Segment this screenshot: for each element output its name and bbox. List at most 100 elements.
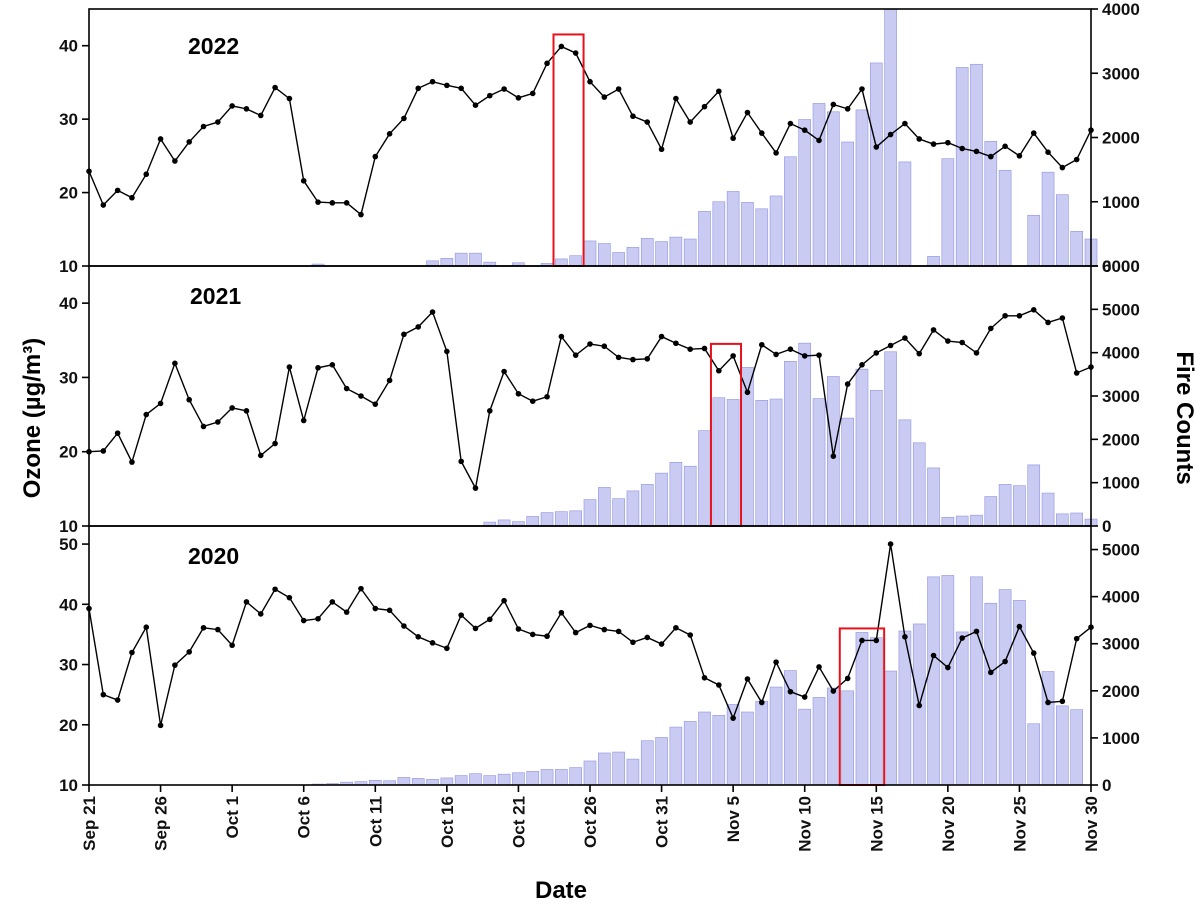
fire-tick-label: 3000 (1102, 387, 1140, 406)
ozone-point (601, 626, 608, 633)
fire-bar (640, 238, 654, 267)
ozone-point (415, 634, 422, 640)
ozone-point (887, 541, 894, 547)
x-tick-label: Oct 6 (295, 796, 314, 839)
ozone-point (243, 106, 250, 112)
ozone-point (215, 119, 221, 125)
ozone-point (100, 202, 107, 208)
ozone-point (429, 78, 436, 85)
fire-bar (669, 726, 683, 786)
fire-bar (683, 238, 697, 267)
fire-bar (784, 156, 797, 267)
fire-bar (540, 512, 554, 527)
ozone-point (644, 119, 651, 125)
fire-bar (755, 400, 769, 527)
ozone-point (458, 85, 464, 92)
x-tick-label: Nov 5 (724, 796, 743, 842)
ozone-point (257, 112, 264, 119)
ozone-point (129, 194, 135, 201)
fire-bar (998, 484, 1012, 527)
ozone-point (487, 408, 493, 414)
fire-bar (798, 119, 812, 267)
fire-bar (798, 342, 812, 527)
fire-bar (812, 398, 826, 527)
ozone-point (1059, 164, 1066, 171)
ozone-tick-label: 40 (59, 37, 78, 56)
ozone-point (930, 327, 937, 333)
fire-tick-label: 5000 (1102, 541, 1140, 560)
ozone-point (386, 131, 393, 137)
fire-bar (955, 67, 969, 267)
fire-bar (941, 158, 955, 267)
ozone-point (286, 364, 293, 370)
ozone-point (816, 352, 822, 358)
ozone-point (372, 605, 379, 612)
fire-tick-label: 0 (1102, 776, 1111, 795)
x-tick-label: Oct 11 (366, 796, 385, 847)
ozone-point (673, 95, 679, 102)
x-tick-label: Sep 26 (152, 796, 171, 851)
ozone-line (88, 543, 1092, 726)
fire-bar (683, 721, 697, 786)
fire-tick-label: 4000 (1102, 0, 1140, 19)
fire-bar (884, 670, 897, 786)
ozone-point (558, 333, 565, 340)
fire-bar (612, 252, 625, 267)
fire-bar (855, 109, 869, 267)
ozone-point (358, 393, 364, 399)
ozone-point (873, 637, 880, 644)
fire-bar (1027, 464, 1041, 527)
ozone-point (730, 353, 736, 359)
fire-tick-label: 1000 (1102, 193, 1140, 212)
fire-bar (1027, 214, 1041, 267)
fire-bar (1041, 171, 1055, 267)
fire-bar (998, 589, 1012, 786)
fire-tick-label: 2000 (1102, 682, 1140, 701)
ozone-point (472, 485, 479, 491)
panel-frame (88, 525, 1092, 786)
ozone-point (587, 622, 593, 629)
x-tick-label: Nov 25 (1010, 796, 1029, 852)
panel-frame (88, 8, 1092, 267)
ozone-point (501, 86, 507, 92)
ozone-point (1002, 312, 1008, 319)
ozone-point (386, 607, 393, 614)
ozone-point (816, 664, 822, 670)
fire-bar (655, 472, 668, 527)
ozone-point (243, 408, 250, 414)
fire-bar (512, 772, 525, 786)
ozone-point (787, 688, 794, 695)
fire-bar (1056, 705, 1069, 786)
ozone-point (873, 144, 880, 150)
x-tick-label: Nov 10 (796, 796, 815, 852)
ozone-point (988, 153, 994, 160)
fire-bar (769, 195, 783, 267)
ozone-point (1073, 370, 1080, 376)
ozone-point (172, 662, 178, 668)
fire-bar (984, 496, 998, 527)
chart-panels: 1020304001000200030004000202210203040010… (59, 0, 1140, 795)
ozone-point (114, 697, 121, 703)
ozone-point (1045, 149, 1051, 155)
fire-bar (927, 467, 940, 527)
ozone-line (88, 45, 1092, 216)
ozone-point (859, 86, 865, 92)
fire-bar (970, 514, 983, 527)
ozone-point (601, 343, 608, 350)
ozone-point (945, 338, 951, 344)
ozone-point (343, 200, 350, 206)
ozone-point (515, 95, 522, 101)
fire-bar (526, 771, 540, 786)
ozone-point (916, 702, 923, 709)
fire-bar (454, 252, 468, 267)
ozone-point (243, 599, 250, 605)
ozone-point (658, 146, 665, 153)
ozone-point (129, 459, 135, 465)
ozone-point (501, 368, 507, 375)
ozone-point (744, 389, 751, 396)
ozone-point (730, 135, 736, 142)
ozone-point (114, 430, 121, 436)
fire-tick-label: 3000 (1102, 64, 1140, 83)
fire-bar (655, 241, 668, 267)
ozone-point (472, 625, 479, 632)
